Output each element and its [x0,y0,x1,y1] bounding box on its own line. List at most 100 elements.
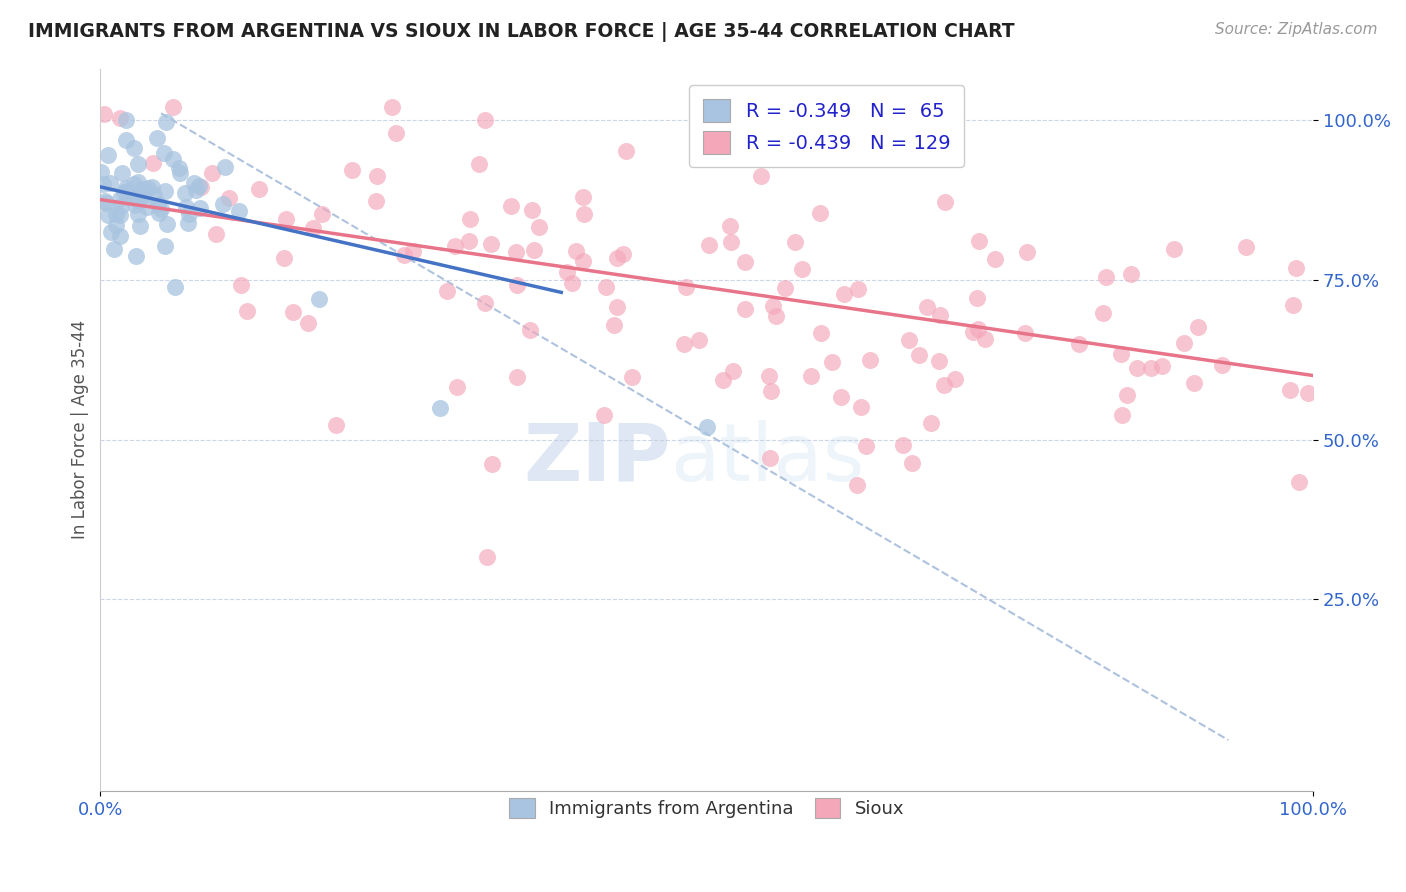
Point [205,227,228,241]
Point [934,195,956,210]
Point [169,166,191,180]
Point [821,354,844,368]
Point [108,228,131,243]
Point [1125,360,1147,375]
Point [444,239,467,253]
Point [155,115,177,129]
Point [115,133,138,147]
Point [153,146,176,161]
Point [201,166,224,180]
Point [1140,361,1163,376]
Point [124,198,146,212]
Point [474,295,496,310]
Point [273,251,295,265]
Point [90,165,112,179]
Point [479,237,502,252]
Point [830,390,852,404]
Point [592,408,614,422]
Point [932,378,955,392]
Point [612,247,634,261]
Point [468,156,491,170]
Point [1173,335,1195,350]
Point [967,234,990,248]
Point [595,280,617,294]
Point [1015,244,1038,259]
Point [808,205,831,219]
Point [928,354,950,368]
Point [177,216,200,230]
Point [561,276,583,290]
Point [173,186,195,200]
Point [97,147,120,161]
Point [762,299,785,313]
Point [1095,270,1118,285]
Point [1182,376,1205,390]
Point [436,284,458,298]
Point [920,417,942,431]
Point [773,281,796,295]
Point [110,199,132,213]
Point [325,417,347,432]
Point [364,194,387,209]
Text: atlas: atlas [671,420,865,498]
Point [127,175,149,189]
Point [621,369,644,384]
Point [127,207,149,221]
Point [1109,347,1132,361]
Point [132,182,155,196]
Point [810,326,832,340]
Point [143,187,166,202]
Point [98,176,121,190]
Point [105,206,128,220]
Point [734,302,756,317]
Point [555,265,578,279]
Point [211,197,233,211]
Point [572,190,595,204]
Point [110,208,132,222]
Point [1282,298,1305,312]
Point [108,192,131,206]
Point [135,200,157,214]
Point [565,244,588,258]
Point [1278,383,1301,397]
Point [1014,326,1036,341]
Point [162,100,184,114]
Point [186,183,208,197]
Point [124,250,146,264]
Point [114,113,136,128]
Point [572,206,595,220]
Point [100,225,122,239]
Text: ZIP: ZIP [523,420,671,498]
Point [720,219,742,234]
Point [153,238,176,252]
Point [97,208,120,222]
Point [800,368,823,383]
Point [148,197,170,211]
Point [214,161,236,175]
Point [1163,242,1185,256]
Point [523,243,546,257]
Point [761,384,783,399]
Point [966,321,988,335]
Point [790,262,813,277]
Point [675,280,697,294]
Point [1116,387,1139,401]
Point [758,369,780,384]
Point [381,100,404,114]
Point [1152,359,1174,373]
Point [115,185,138,199]
Point [891,438,914,452]
Point [759,451,782,466]
Point [308,292,330,306]
Point [606,300,628,314]
Point [1296,386,1319,401]
Point [602,318,624,332]
Point [190,179,212,194]
Point [966,291,988,305]
Point [162,153,184,167]
Point [505,370,527,384]
Point [105,218,128,232]
Point [149,202,172,216]
Point [734,254,756,268]
Point [165,280,187,294]
